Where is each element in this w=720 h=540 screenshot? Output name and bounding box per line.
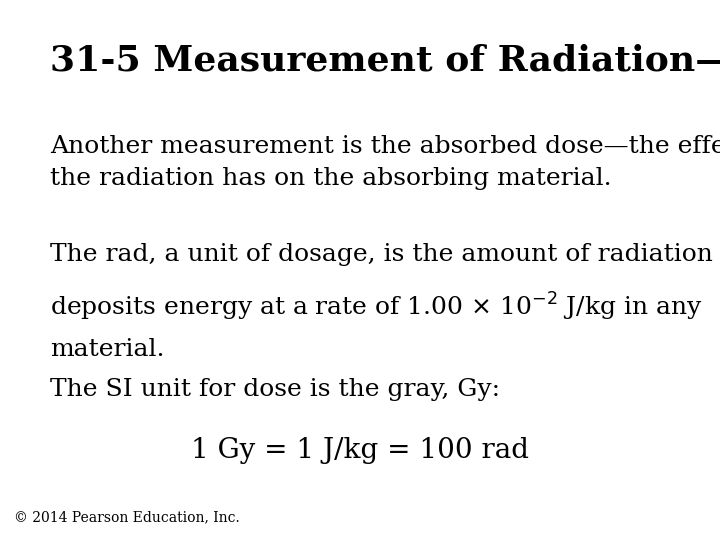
Text: Another measurement is the absorbed dose—the effect
the radiation has on the abs: Another measurement is the absorbed dose… [50, 135, 720, 190]
Text: 31-5 Measurement of Radiation—Dosimetry: 31-5 Measurement of Radiation—Dosimetry [50, 43, 720, 78]
Text: deposits energy at a rate of 1.00 $\times$ 10$^{-2}$ J/kg in any: deposits energy at a rate of 1.00 $\time… [50, 291, 703, 323]
Text: © 2014 Pearson Education, Inc.: © 2014 Pearson Education, Inc. [14, 510, 240, 524]
Text: material.: material. [50, 338, 165, 361]
Text: 1 Gy = 1 J/kg = 100 rad: 1 Gy = 1 J/kg = 100 rad [191, 437, 529, 464]
Text: The rad, a unit of dosage, is the amount of radiation that: The rad, a unit of dosage, is the amount… [50, 243, 720, 266]
Text: The SI unit for dose is the gray, Gy:: The SI unit for dose is the gray, Gy: [50, 378, 500, 401]
